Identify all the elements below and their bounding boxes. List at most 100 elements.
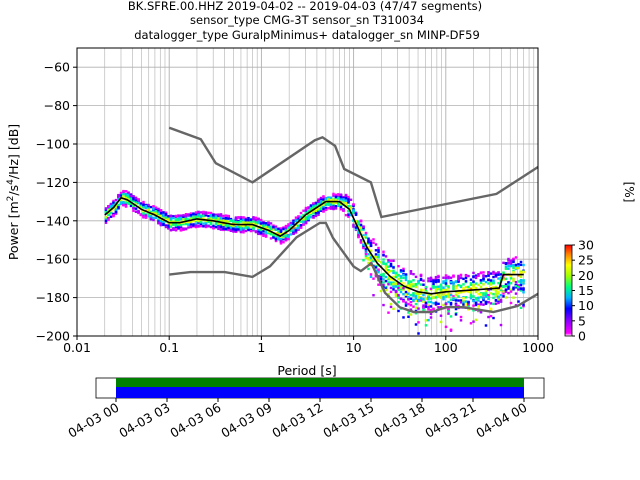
series-line-mode	[104, 196, 524, 295]
density-cell	[437, 287, 440, 290]
density-cell	[477, 283, 480, 287]
density-cell	[507, 257, 510, 261]
density-cell	[134, 200, 138, 204]
density-cell	[472, 320, 475, 323]
density-cell	[149, 205, 153, 209]
density-cell	[417, 280, 420, 283]
density-cell	[462, 290, 465, 294]
density-cell	[154, 212, 158, 216]
density-cell	[127, 202, 130, 206]
density-cell	[492, 280, 495, 284]
density-cell	[387, 276, 390, 279]
density-cell	[149, 210, 153, 213]
density-cell	[217, 226, 220, 229]
density-cell	[477, 292, 480, 296]
density-cell	[134, 198, 138, 202]
density-cell	[467, 301, 470, 304]
density-cell	[327, 198, 330, 201]
density-cell	[434, 293, 438, 296]
density-cell	[247, 227, 250, 230]
density-cell	[157, 208, 160, 212]
density-cell	[124, 193, 128, 196]
density-cell	[179, 216, 183, 220]
density-cell	[474, 290, 478, 294]
density-cell	[147, 215, 150, 218]
density-cell	[389, 305, 393, 309]
density-cell	[482, 274, 485, 278]
density-cell	[384, 288, 388, 292]
density-cell	[472, 286, 475, 290]
density-cell	[294, 216, 298, 219]
density-cell	[509, 264, 513, 267]
density-cell	[429, 297, 433, 300]
density-cell	[504, 283, 508, 286]
density-cell	[447, 276, 450, 280]
density-cell	[267, 223, 270, 226]
density-cell	[399, 297, 403, 300]
density-cell	[229, 217, 233, 221]
density-cell	[369, 241, 373, 245]
density-cell	[122, 189, 125, 193]
density-cell	[324, 197, 328, 200]
density-cell	[497, 271, 500, 274]
density-cell	[269, 232, 273, 236]
density-cell	[142, 215, 145, 218]
density-cell	[474, 301, 478, 304]
density-cell	[437, 306, 440, 309]
density-cell	[204, 214, 208, 217]
density-cell	[452, 284, 455, 288]
density-cell	[512, 271, 515, 274]
density-cell	[219, 222, 223, 225]
density-cell	[107, 213, 110, 217]
density-cell	[257, 232, 260, 235]
density-cell	[382, 283, 385, 287]
density-cell	[359, 239, 363, 242]
density-cell	[447, 310, 450, 313]
density-cell	[419, 292, 423, 295]
density-cell	[404, 290, 408, 294]
density-cell	[224, 225, 228, 228]
density-cell	[189, 216, 193, 220]
density-cell	[199, 211, 203, 214]
density-cell	[317, 207, 320, 211]
density-cell	[337, 193, 340, 196]
density-cell	[117, 198, 120, 201]
density-cell	[327, 207, 330, 210]
density-cell	[114, 210, 118, 214]
density-cell	[222, 217, 225, 221]
density-cell	[304, 221, 308, 225]
density-cell	[364, 233, 368, 236]
density-cell	[342, 201, 345, 204]
density-cell	[512, 259, 515, 262]
density-cell	[252, 226, 255, 230]
density-cell	[342, 199, 345, 203]
density-cell	[424, 297, 428, 300]
density-cell	[347, 213, 350, 216]
density-cell	[407, 282, 410, 285]
density-cell	[319, 209, 323, 212]
density-cell	[402, 316, 405, 319]
density-cell	[499, 284, 503, 288]
density-cell	[219, 227, 223, 231]
density-cell	[482, 303, 485, 306]
density-cell	[104, 221, 108, 224]
density-cell	[339, 193, 343, 196]
density-cell	[227, 217, 230, 220]
colorbar-tick-label: 20	[578, 268, 594, 283]
density-cell	[149, 215, 153, 218]
density-cell	[134, 207, 138, 210]
density-cell	[474, 286, 478, 290]
density-cell	[474, 282, 478, 285]
density-cell	[479, 296, 483, 299]
density-cell	[504, 296, 508, 299]
density-cell	[469, 293, 473, 297]
density-cell	[449, 276, 453, 279]
density-cell	[147, 203, 150, 207]
density-cell	[492, 285, 495, 289]
density-cell	[357, 233, 360, 237]
density-cell	[509, 262, 513, 265]
density-cell	[369, 244, 373, 248]
density-cell	[399, 287, 403, 291]
density-cell	[377, 255, 380, 259]
density-cell	[409, 303, 413, 307]
